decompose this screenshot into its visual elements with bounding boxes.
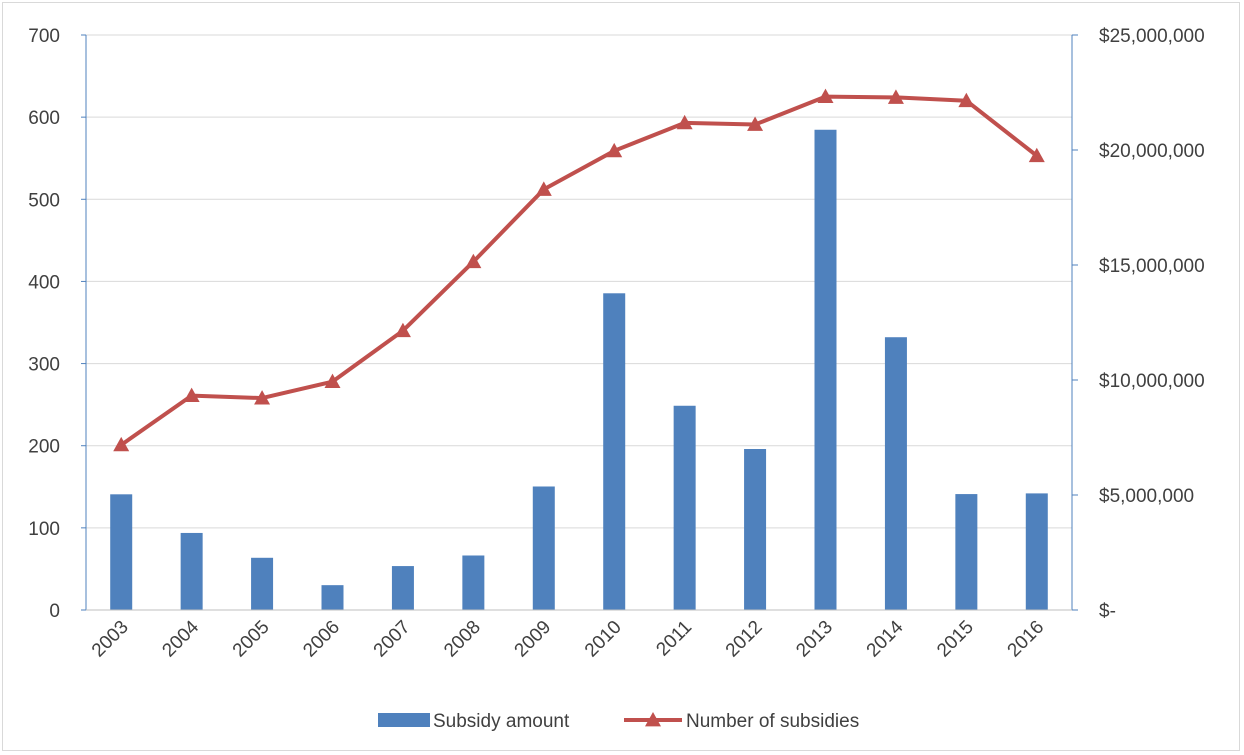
right-tick-label: $5,000,000 — [1099, 486, 1194, 507]
bar-2014 — [884, 337, 907, 610]
line-point-2005 — [254, 390, 271, 405]
line-point-2007 — [394, 322, 411, 338]
left-tick-label: 500 — [28, 190, 60, 211]
bar-2003 — [110, 494, 133, 610]
x-tick-label: 2003 — [88, 617, 133, 662]
bar-2004 — [180, 532, 203, 610]
x-tick-label: 2011 — [652, 617, 696, 661]
bar-2015 — [955, 494, 978, 610]
legend-label-line: Number of subsidies — [686, 711, 859, 732]
x-tick-label: 2009 — [511, 617, 556, 662]
x-axis-ticks: 2003 2004 2005 2006 2007 2008 2009 2010 2011 2012… — [88, 616, 1048, 661]
bar-2006 — [321, 585, 344, 610]
x-tick-label: 2010 — [581, 617, 626, 662]
line-point-2016 — [1028, 147, 1045, 163]
bar-2012 — [744, 449, 767, 610]
right-axis-ticks: $- $5,000,000 $10,000,000 $15,000,000 $20,00… — [1072, 26, 1205, 622]
left-tick-label: 200 — [28, 437, 60, 458]
right-tick-label: $15,000,000 — [1099, 256, 1205, 277]
right-tick-label: $20,000,000 — [1099, 141, 1205, 162]
x-tick-label: 2007 — [370, 617, 415, 662]
line-point-2011 — [676, 114, 693, 130]
line-number-of-subsidies — [120, 94, 1039, 447]
x-tick-label: 2013 — [792, 617, 837, 662]
x-tick-label: 2012 — [722, 617, 767, 662]
line-point-2012 — [747, 116, 764, 131]
bar-2007 — [391, 566, 414, 610]
left-tick-label: 600 — [28, 108, 60, 129]
bar-2008 — [462, 555, 485, 610]
legend-swatch-bar — [378, 713, 430, 727]
bar-2016 — [1025, 493, 1048, 610]
line-point-2013 — [817, 88, 834, 104]
legend-label-bar: Subsidy amount — [433, 711, 570, 732]
line-point-2004 — [183, 387, 200, 403]
bar-2013 — [814, 129, 837, 610]
legend: Subsidy amount Number of subsidies — [378, 711, 859, 732]
bar-2009 — [532, 486, 555, 610]
bar-2005 — [251, 557, 274, 610]
line-point-2009 — [535, 181, 552, 196]
x-tick-label: 2004 — [158, 616, 203, 661]
left-axis-ticks: 0 100 200 300 400 500 600 700 — [28, 26, 86, 622]
x-tick-label: 2016 — [1004, 617, 1049, 662]
x-tick-label: 2008 — [440, 617, 485, 662]
bar-2011 — [673, 405, 696, 610]
line-series — [113, 88, 1045, 452]
right-tick-label: $25,000,000 — [1099, 26, 1205, 47]
x-tick-label: 2014 — [863, 616, 908, 661]
right-tick-label: $10,000,000 — [1099, 371, 1205, 392]
gridlines — [86, 34, 1072, 529]
x-tick-label: 2005 — [229, 617, 274, 662]
left-tick-label: 0 — [49, 601, 60, 622]
x-tick-label: 2015 — [933, 617, 978, 662]
right-tick-label: $- — [1099, 601, 1116, 622]
left-tick-label: 300 — [28, 355, 60, 376]
line-point-2003 — [113, 436, 130, 452]
line-point-2006 — [324, 373, 341, 389]
line-point-2010 — [606, 142, 623, 158]
legend-marker — [645, 712, 661, 727]
left-tick-label: 700 — [28, 26, 60, 47]
x-tick-label: 2006 — [299, 617, 344, 662]
line-point-2015 — [958, 92, 975, 108]
bar-2010 — [603, 293, 626, 610]
line-point-2008 — [465, 253, 482, 269]
axes — [85, 35, 1073, 611]
left-tick-label: 400 — [28, 272, 60, 293]
bar-series — [110, 129, 1048, 610]
left-tick-label: 100 — [28, 519, 60, 540]
line-point-2014 — [887, 89, 904, 104]
